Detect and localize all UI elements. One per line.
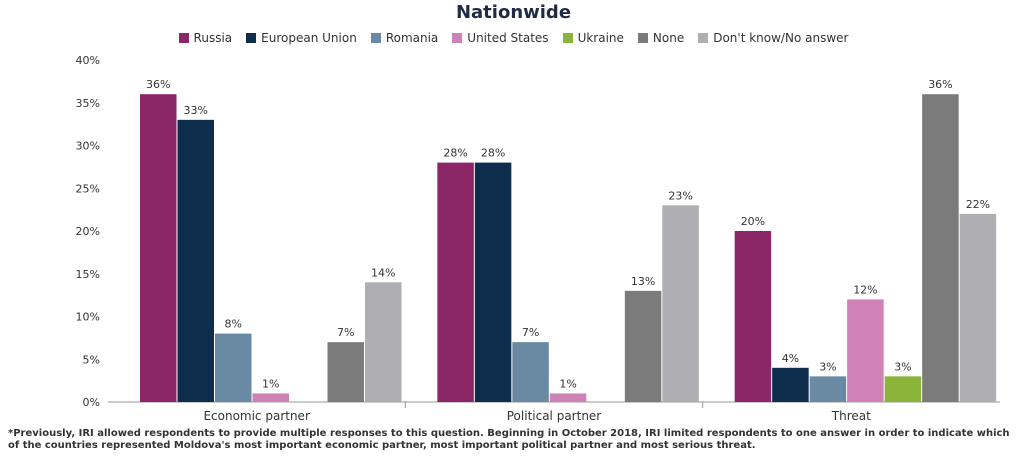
data-label: 14% [371, 266, 395, 279]
legend-item: Romania [370, 31, 439, 45]
bar [549, 393, 587, 402]
bar [437, 162, 474, 402]
chart-title: Nationwide [0, 0, 1027, 28]
x-tick-label: Threat [831, 409, 871, 423]
legend-swatch [370, 33, 381, 43]
y-tick-label: 30% [76, 140, 100, 153]
legend-item: Russia [178, 31, 233, 45]
bar [252, 393, 289, 402]
data-label: 28% [481, 147, 505, 160]
legend-swatch [698, 33, 709, 43]
data-label: 28% [443, 147, 467, 160]
legend-label: None [652, 31, 685, 45]
data-label: 3% [819, 360, 836, 373]
data-label: 23% [668, 189, 692, 202]
bar [734, 231, 772, 402]
bar [772, 367, 809, 402]
chart-title-text: Nationwide [455, 2, 572, 23]
y-tick-label: 5% [83, 353, 100, 366]
chart-legend: Russia European Union Romania United States… [0, 28, 1027, 48]
bar [847, 299, 884, 402]
bar [809, 376, 847, 402]
legend-item: European Union [246, 31, 357, 45]
bar [959, 213, 997, 402]
legend-label: Romania [385, 31, 439, 45]
data-label: 7% [522, 326, 539, 339]
x-tick-label: Economic partner [203, 409, 310, 423]
data-label: 1% [559, 377, 576, 390]
legend-label: European Union [261, 31, 357, 45]
data-label: 7% [337, 326, 354, 339]
bar [884, 376, 922, 402]
legend-item: United States [452, 31, 549, 45]
bar [215, 333, 252, 402]
y-tick-label: 25% [76, 182, 100, 195]
legend-label: Russia [193, 31, 233, 45]
data-label: 4% [782, 352, 799, 365]
legend-label: Don't know/No answer [713, 31, 849, 45]
legend-label: United States [467, 31, 549, 45]
bar [624, 290, 662, 402]
legend-item: None [637, 31, 685, 45]
bar [327, 342, 364, 402]
legend-item: Ukraine [562, 31, 624, 45]
data-label: 36% [146, 78, 170, 91]
data-label: 20% [741, 215, 765, 228]
legend-swatch [562, 33, 573, 43]
legend-swatch [637, 33, 648, 43]
data-label: 22% [966, 198, 990, 211]
x-tick-label: Political partner [507, 409, 602, 423]
bar [474, 162, 512, 402]
legend-label: Ukraine [577, 31, 624, 45]
bar [365, 282, 402, 402]
bar [922, 94, 959, 402]
data-label: 8% [225, 318, 242, 331]
legend-swatch [246, 33, 257, 43]
footnote: *Previously, IRI allowed respondents to … [8, 428, 1010, 451]
legend-item: Don't know/No answer [698, 31, 848, 45]
data-label: 12% [853, 283, 877, 296]
data-label: 36% [928, 78, 952, 91]
y-tick-label: 40% [76, 54, 100, 67]
bar [140, 94, 177, 402]
bar-chart: 0% 5% 10% 15% 20% 25% 30% 35% 40% 36% 33% 8% 1% 7% 14%… [76, 54, 1000, 423]
data-label: 3% [894, 360, 911, 373]
y-tick-label: 35% [76, 97, 100, 110]
y-tick-label: 10% [76, 311, 100, 324]
bar [512, 342, 549, 402]
bar [177, 119, 214, 402]
legend-swatch [178, 33, 189, 43]
bar [662, 205, 699, 402]
data-label: 13% [631, 275, 655, 288]
y-tick-label: 15% [76, 268, 100, 281]
data-label: 33% [184, 104, 208, 117]
data-label: 1% [262, 377, 279, 390]
y-tick-label: 20% [76, 225, 100, 238]
legend-swatch [452, 33, 463, 43]
y-tick-label: 0% [83, 396, 100, 409]
